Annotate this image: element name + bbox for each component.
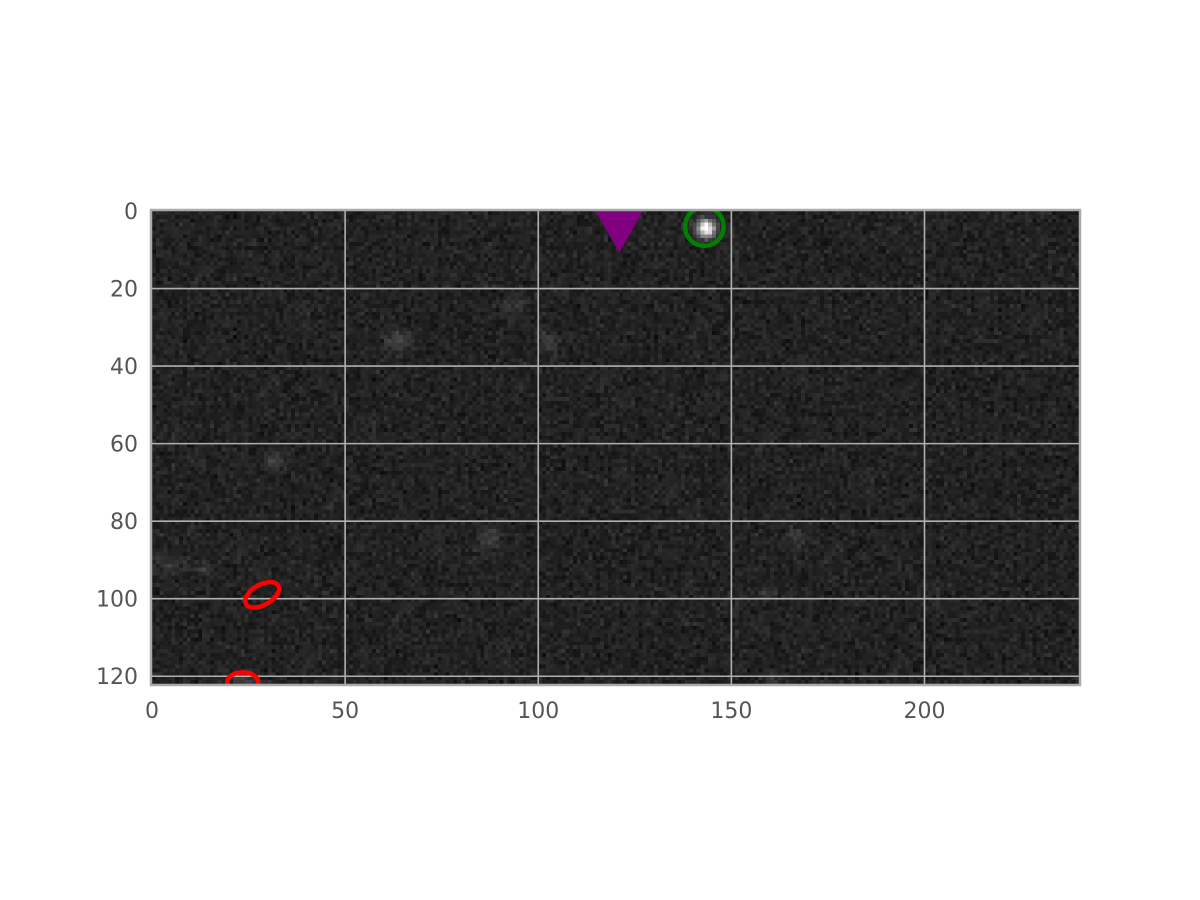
plot-frame [149,208,1082,687]
y-tick-label-0: 0 [124,200,138,225]
grid [152,211,1079,684]
markers [225,211,726,684]
image-panel [152,211,1079,684]
y-tick-label-6: 120 [96,665,138,690]
y-tick-label-2: 40 [110,355,138,380]
y-axis: 0 20 40 60 80 100 120 [96,200,138,690]
ellipse-marker-3 [225,670,261,684]
x-tick-label-0: 0 [145,699,159,724]
circle-marker-1 [682,211,726,249]
ellipse-marker-2 [243,579,282,610]
x-tick-label-1: 50 [331,699,359,724]
y-tick-label-5: 100 [96,588,138,613]
x-axis: 0 50 100 150 200 [145,699,946,724]
y-tick-label-1: 20 [110,278,138,303]
x-tick-label-4: 200 [904,699,946,724]
triangle-marker [595,211,643,253]
plot-area [149,208,1082,687]
image-canvas [152,211,1079,684]
x-tick-label-2: 100 [517,699,559,724]
x-tick-label-3: 150 [710,699,752,724]
y-tick-label-3: 60 [110,433,138,458]
y-tick-label-4: 80 [110,510,138,535]
